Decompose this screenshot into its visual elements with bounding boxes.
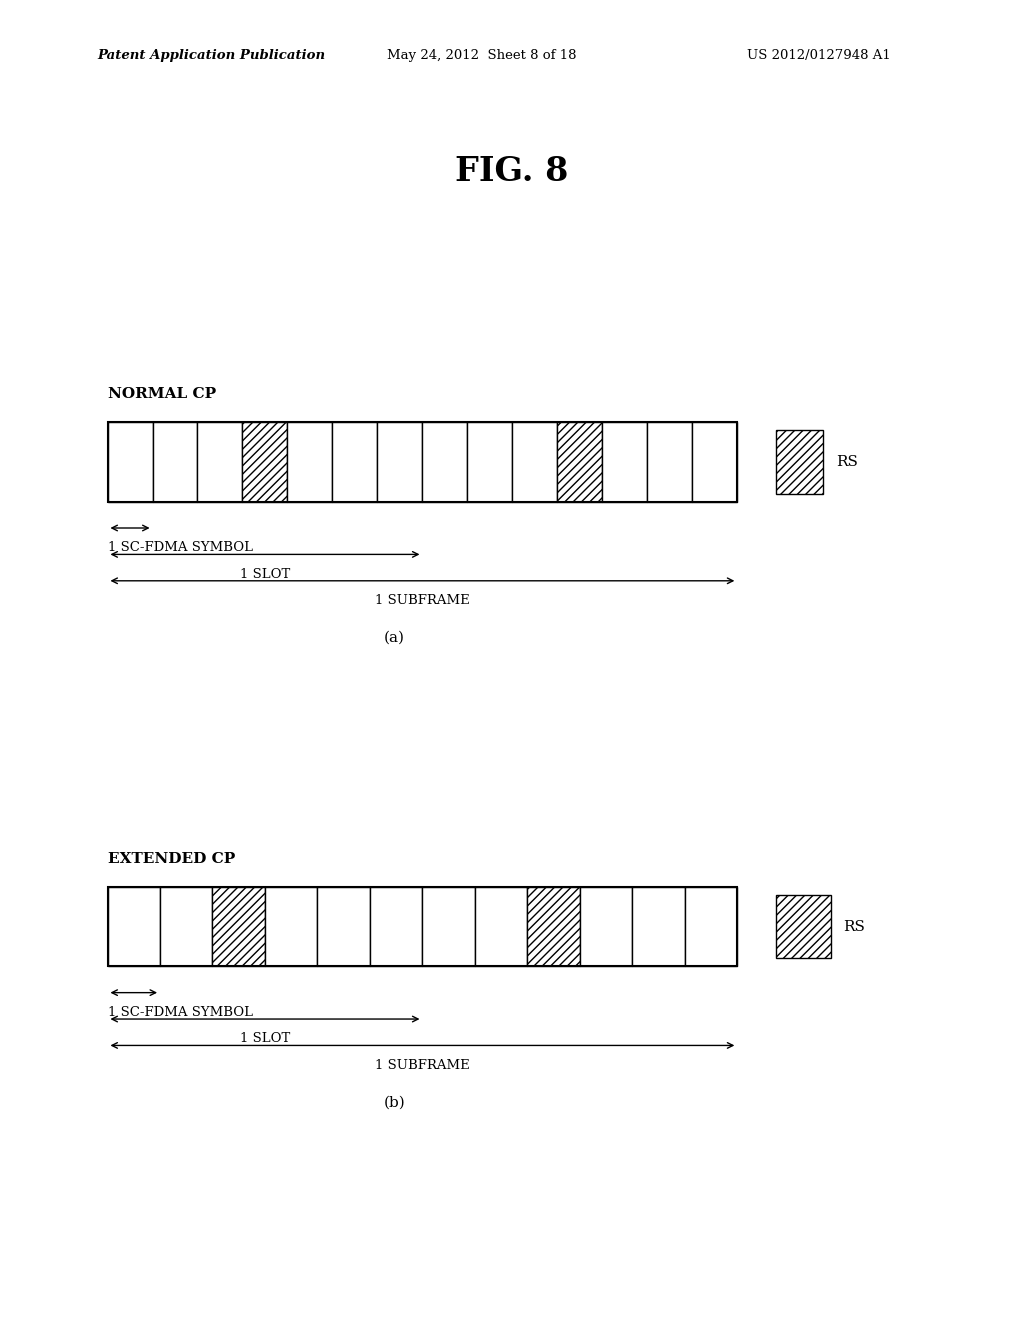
Text: 1 SUBFRAME: 1 SUBFRAME [375,594,470,607]
Bar [685,887,737,966]
Bar [213,887,265,966]
Bar [153,422,198,502]
Text: 1 SLOT: 1 SLOT [240,568,290,581]
Text: RS: RS [836,455,857,469]
Bar [557,422,602,502]
Bar [333,422,378,502]
Bar [512,422,557,502]
Text: NORMAL CP: NORMAL CP [108,387,216,401]
Bar [692,422,737,502]
Bar [243,422,288,502]
Bar [776,895,831,958]
Bar [467,422,512,502]
Bar [647,422,692,502]
Bar [317,887,370,966]
Text: (a): (a) [384,631,404,645]
Text: (b): (b) [383,1096,406,1110]
Bar [108,887,160,966]
Text: 1 SC-FDMA SYMBOL: 1 SC-FDMA SYMBOL [108,541,253,554]
Bar [422,422,467,502]
Bar [160,887,213,966]
Bar [288,422,333,502]
Text: Patent Application Publication: Patent Application Publication [97,49,326,62]
Text: 1 SLOT: 1 SLOT [240,1032,290,1045]
Bar [475,887,527,966]
Bar [108,422,153,502]
Bar [265,887,317,966]
Text: May 24, 2012  Sheet 8 of 18: May 24, 2012 Sheet 8 of 18 [386,49,577,62]
Bar [198,422,243,502]
Text: RS: RS [844,920,865,933]
Bar [378,422,422,502]
Bar [527,887,580,966]
Bar [108,887,737,966]
Text: FIG. 8: FIG. 8 [456,154,568,187]
Text: 1 SUBFRAME: 1 SUBFRAME [375,1059,470,1072]
Bar [776,430,823,494]
Text: 1 SC-FDMA SYMBOL: 1 SC-FDMA SYMBOL [108,1006,253,1019]
Bar [580,887,633,966]
Bar [108,422,737,502]
Text: US 2012/0127948 A1: US 2012/0127948 A1 [748,49,891,62]
Bar [370,887,422,966]
Bar [422,887,475,966]
Text: EXTENDED CP: EXTENDED CP [108,851,234,866]
Bar [632,887,685,966]
Bar [602,422,647,502]
